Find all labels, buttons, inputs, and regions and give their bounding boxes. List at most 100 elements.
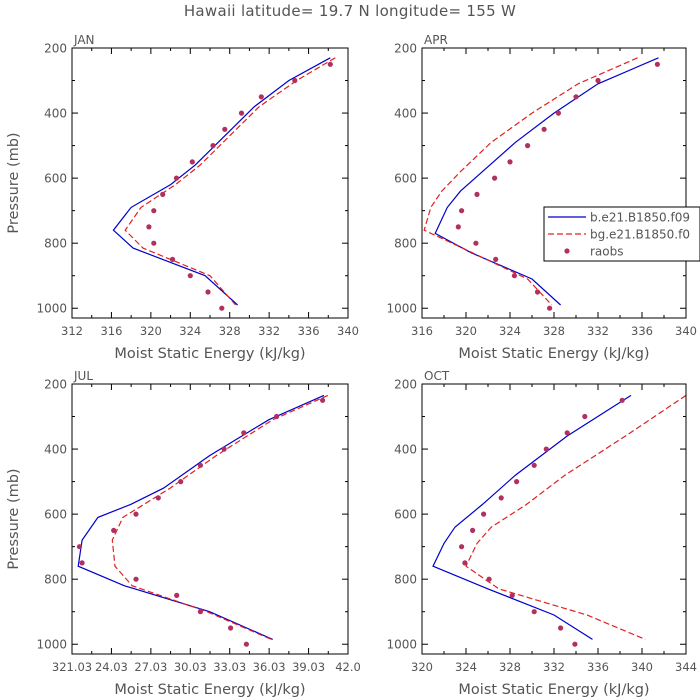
- data-point: [595, 77, 601, 84]
- data-point: [133, 576, 139, 582]
- data-point: [292, 77, 298, 84]
- x-tick-label: 27.03: [134, 660, 167, 674]
- x-tick-label: 320: [455, 324, 477, 338]
- data-point: [197, 462, 203, 468]
- x-tick-label: 33.03: [213, 660, 246, 674]
- y-tick-label: 1000: [386, 302, 417, 316]
- data-point: [146, 224, 152, 230]
- data-point: [197, 609, 203, 615]
- x-tick-label: 39.03: [292, 660, 325, 674]
- series-line-0: [112, 57, 331, 306]
- panel-jan: 312 316 320 324 328 332 336 340 200 400 600 800 1000…: [6, 33, 359, 362]
- data-point: [470, 527, 476, 534]
- data-point: [509, 592, 515, 599]
- legend-label: b.e21.B1850.f09: [590, 211, 690, 225]
- panel-apr: 316 320 324 328 332 336 340 200 400 600 800 1000 APR…: [386, 33, 700, 362]
- data-point: [514, 479, 520, 485]
- series-line-1: [465, 394, 686, 640]
- data-point: [205, 289, 211, 295]
- data-point: [241, 430, 247, 436]
- data-point: [534, 289, 541, 295]
- x-tick-label: 316: [411, 324, 433, 338]
- x-tick-label: 332: [543, 660, 565, 674]
- data-point: [555, 110, 562, 116]
- data-point: [531, 609, 537, 615]
- data-point: [76, 544, 83, 550]
- panel-jul: 321.03 24.03 27.03 30.03 33.03 36.03 39.03 42.0…: [6, 369, 361, 698]
- x-tick-label: 24.03: [95, 660, 128, 674]
- y-tick-label: 200: [394, 378, 417, 392]
- x-tick-label: 320: [140, 324, 162, 338]
- x-tick-label: 324: [499, 324, 521, 338]
- data-point: [473, 240, 479, 246]
- legend-label: bg.e21.B1850.f0: [590, 228, 690, 242]
- x-tick-label: 336: [631, 324, 653, 338]
- data-point: [160, 191, 166, 197]
- data-point: [169, 256, 176, 262]
- legend: b.e21.B1850.f09 bg.e21.B1850.f0 raobs: [543, 206, 700, 262]
- x-tick-label: 336: [298, 324, 320, 338]
- data-point: [459, 544, 465, 550]
- series-line-1: [423, 57, 638, 306]
- data-point: [243, 641, 249, 647]
- y-tick-label: 600: [44, 508, 67, 522]
- data-point: [219, 305, 225, 311]
- x-tick-label: 30.03: [174, 660, 207, 674]
- data-point: [474, 191, 480, 197]
- data-point: [173, 175, 180, 181]
- panel-oct: 320 324 328 332 336 340 344 200 400 600 800 1000 OCT…: [386, 369, 697, 698]
- data-point: [507, 159, 513, 165]
- data-point: [133, 511, 139, 517]
- y-axis-label: Pressure (mb): [6, 132, 22, 233]
- data-point: [79, 560, 85, 566]
- data-point: [582, 413, 588, 420]
- data-point: [619, 397, 625, 403]
- series-line-0: [434, 57, 659, 306]
- plot-frame: [421, 383, 687, 655]
- x-tick-label: 328: [543, 324, 565, 338]
- panel-title: OCT: [424, 369, 450, 383]
- data-point: [111, 527, 117, 534]
- panel-title: APR: [424, 33, 448, 47]
- legend-point-swatch: [564, 248, 570, 254]
- data-point: [459, 208, 465, 214]
- x-tick-label: 36.03: [253, 660, 286, 674]
- data-point: [187, 273, 193, 279]
- x-tick-label: 321.03: [52, 660, 92, 674]
- x-tick-label: 332: [587, 324, 609, 338]
- data-point: [320, 397, 326, 403]
- data-point: [492, 175, 498, 181]
- x-tick-label: 324: [179, 324, 201, 338]
- y-tick-label: 400: [394, 443, 417, 457]
- y-tick-label: 1000: [36, 302, 67, 316]
- data-point: [228, 625, 234, 631]
- y-tick-label: 800: [44, 573, 67, 587]
- x-tick-label: 332: [258, 324, 280, 338]
- x-axis-label: Moist Static Energy (kJ/kg): [458, 346, 649, 362]
- y-tick-label: 600: [44, 172, 67, 186]
- y-tick-label: 600: [394, 508, 417, 522]
- data-point: [572, 641, 578, 647]
- data-point: [221, 446, 227, 452]
- figure-title: Hawaii latitude= 19.7 N longitude= 155 W: [183, 2, 517, 20]
- data-point: [481, 511, 487, 517]
- data-point: [151, 208, 157, 214]
- x-axis-label: Moist Static Energy (kJ/kg): [458, 682, 649, 698]
- y-axis-label: Pressure (mb): [6, 468, 22, 569]
- y-tick-label: 400: [44, 107, 67, 121]
- legend-label: raobs: [590, 245, 624, 259]
- x-tick-label: 324: [455, 660, 477, 674]
- data-point: [189, 159, 195, 165]
- data-point: [498, 495, 504, 501]
- data-point: [573, 94, 579, 100]
- y-tick-label: 200: [44, 42, 67, 56]
- data-point: [151, 240, 157, 246]
- x-tick-label: 340: [337, 324, 359, 338]
- x-tick-label: 344: [675, 660, 697, 674]
- data-point: [462, 560, 468, 566]
- data-point: [455, 224, 461, 230]
- data-point: [558, 625, 564, 631]
- data-point: [210, 143, 216, 149]
- data-point: [222, 126, 228, 132]
